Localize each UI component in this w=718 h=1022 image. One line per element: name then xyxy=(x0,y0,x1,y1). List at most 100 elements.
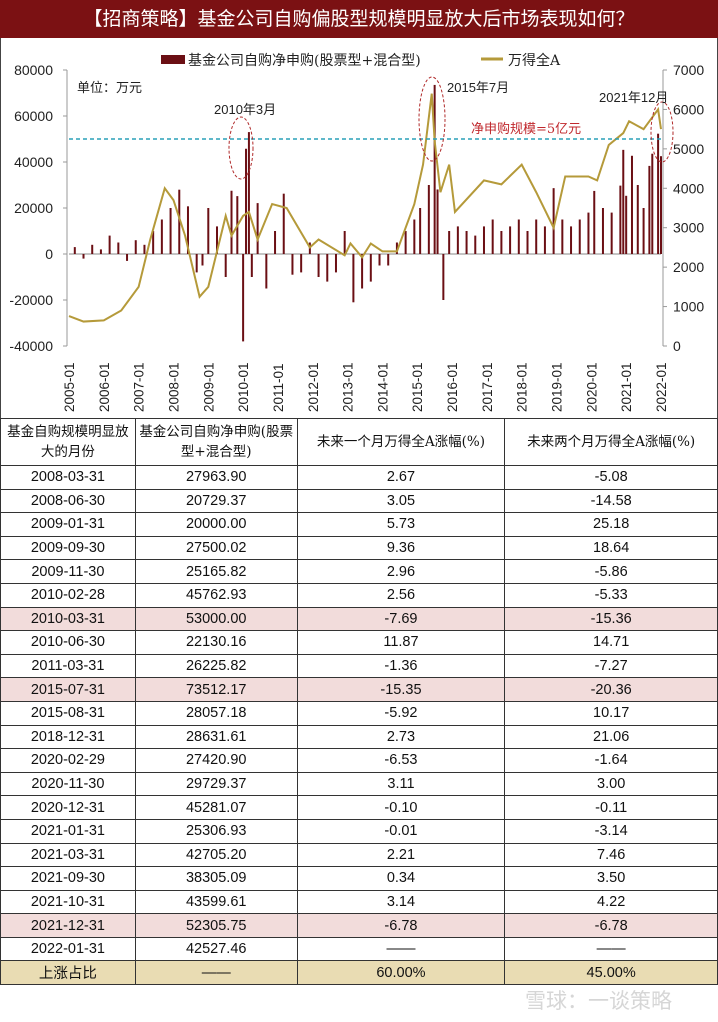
table-cell: 2009-11-30 xyxy=(0,559,136,584)
bar xyxy=(117,242,120,254)
table-cell: 43599.61 xyxy=(134,889,298,915)
table-cell: 2010-06-30 xyxy=(0,630,136,655)
x-tick-label: 2011-01 xyxy=(271,363,286,412)
table-cell: -0.01 xyxy=(296,818,506,844)
bar xyxy=(224,254,227,277)
bar xyxy=(160,219,163,254)
bar xyxy=(282,193,285,254)
table-cell: 22130.16 xyxy=(134,630,298,655)
bar xyxy=(651,153,654,254)
table-cell: 2.21 xyxy=(296,842,506,868)
legend-bar-swatch xyxy=(161,55,185,64)
x-tick-label: 2007-01 xyxy=(132,362,147,412)
bar xyxy=(648,165,651,254)
x-tick-label: 2013-01 xyxy=(341,362,356,412)
table-cell: 18.64 xyxy=(504,535,718,561)
table-cell: 25.18 xyxy=(504,512,718,537)
y-right-tick-label: 4000 xyxy=(673,180,704,196)
bar xyxy=(143,244,146,254)
table-row: 2009-01-31 20000.00 5.73 25.18 xyxy=(0,512,718,537)
bar xyxy=(509,226,512,254)
table-cell: 29729.37 xyxy=(134,771,298,797)
table-cell: 27420.90 xyxy=(134,748,298,773)
bar xyxy=(186,206,189,254)
table-cell: -7.69 xyxy=(296,606,506,632)
bar xyxy=(387,254,390,266)
table-cell: 3.11 xyxy=(296,771,506,797)
table-cell: 2020-11-30 xyxy=(0,771,136,797)
bar xyxy=(433,84,436,255)
x-tick-label: 2015-01 xyxy=(410,362,425,412)
bar xyxy=(195,254,198,273)
table-cell: 2018-12-31 xyxy=(0,724,136,750)
bar xyxy=(491,219,494,254)
summary-row: 上涨占比 —— 60.00% 45.00% xyxy=(0,960,718,986)
table-cell: 52305.75 xyxy=(134,913,298,938)
bar xyxy=(465,231,468,254)
table-cell: 38305.09 xyxy=(134,866,298,891)
bar xyxy=(448,231,451,254)
table-cell: 5.73 xyxy=(296,512,506,537)
bar xyxy=(73,247,76,254)
y-right-tick-label: 2000 xyxy=(673,259,704,275)
bar xyxy=(91,244,94,254)
bar xyxy=(619,185,622,254)
annotation-ellipse xyxy=(650,101,674,163)
column-header: 基金自购规模明显放大的月份 xyxy=(0,418,136,466)
y-right-tick-label: 7000 xyxy=(673,62,704,78)
bar xyxy=(636,185,639,254)
table-cell: 2010-02-28 xyxy=(0,582,136,608)
bar xyxy=(265,254,268,289)
x-tick-label: 2019-01 xyxy=(550,362,565,412)
table-cell: 20729.37 xyxy=(134,488,298,514)
x-tick-label: 2020-01 xyxy=(584,362,599,412)
y-left-tick-label: 0 xyxy=(45,246,53,262)
bar xyxy=(578,219,581,254)
table-cell: 20000.00 xyxy=(134,512,298,537)
legend-label: 基金公司自购净申购(股票型+混合型) xyxy=(188,52,421,69)
y-left-tick-label: -20000 xyxy=(9,292,53,308)
table-cell: 2015-08-31 xyxy=(0,700,136,726)
bar xyxy=(660,156,662,254)
chart-svg: 800006000040000200000-20000-400007000600… xyxy=(9,52,704,412)
x-tick-label: 2016-01 xyxy=(445,362,460,412)
table-cell: -15.35 xyxy=(296,677,506,702)
table-cell: 2009-09-30 xyxy=(0,535,136,561)
table-cell: 2008-03-31 xyxy=(0,465,136,490)
table-cell: 42527.46 xyxy=(134,936,298,962)
table-cell: 25165.82 xyxy=(134,559,298,584)
table-row: 2018-12-31 28631.61 2.73 21.06 xyxy=(0,724,718,750)
table-cell: 10.17 xyxy=(504,700,718,726)
bar xyxy=(300,254,303,273)
table-row: 2021-01-31 25306.93 -0.01 -3.14 xyxy=(0,818,718,844)
y-left-tick-label: 20000 xyxy=(14,200,53,216)
bar xyxy=(610,212,613,254)
bar xyxy=(535,219,538,254)
table-cell: 9.36 xyxy=(296,535,506,561)
bar xyxy=(482,226,485,254)
table-cell: -5.92 xyxy=(296,700,506,726)
table-cell: 27500.02 xyxy=(134,535,298,561)
bar xyxy=(543,226,546,254)
bar xyxy=(561,219,564,254)
table-row: 2022-01-31 42527.46 —— —— xyxy=(0,936,718,962)
bar xyxy=(326,254,329,282)
table-row: 2008-03-31 27963.90 2.67 -5.08 xyxy=(0,465,718,490)
table-row: 2021-09-30 38305.09 0.34 3.50 xyxy=(0,866,718,891)
bar xyxy=(552,188,555,254)
bar xyxy=(152,231,155,254)
bar xyxy=(230,190,233,254)
x-tick-label: 2009-01 xyxy=(201,362,216,412)
bar xyxy=(99,249,102,254)
table-cell: —— xyxy=(504,936,718,962)
x-tick-label: 2017-01 xyxy=(480,362,495,412)
bar xyxy=(334,254,337,273)
table-row: 2020-02-29 27420.90 -6.53 -1.64 xyxy=(0,748,718,773)
table-cell: -20.36 xyxy=(504,677,718,702)
column-header: 基金公司自购净申购(股票型+混合型) xyxy=(134,418,298,466)
table-cell: -6.53 xyxy=(296,748,506,773)
table-cell: -0.10 xyxy=(296,795,506,820)
table-cell: -5.33 xyxy=(504,582,718,608)
table-cell: 2021-01-31 xyxy=(0,818,136,844)
bar xyxy=(256,203,259,254)
